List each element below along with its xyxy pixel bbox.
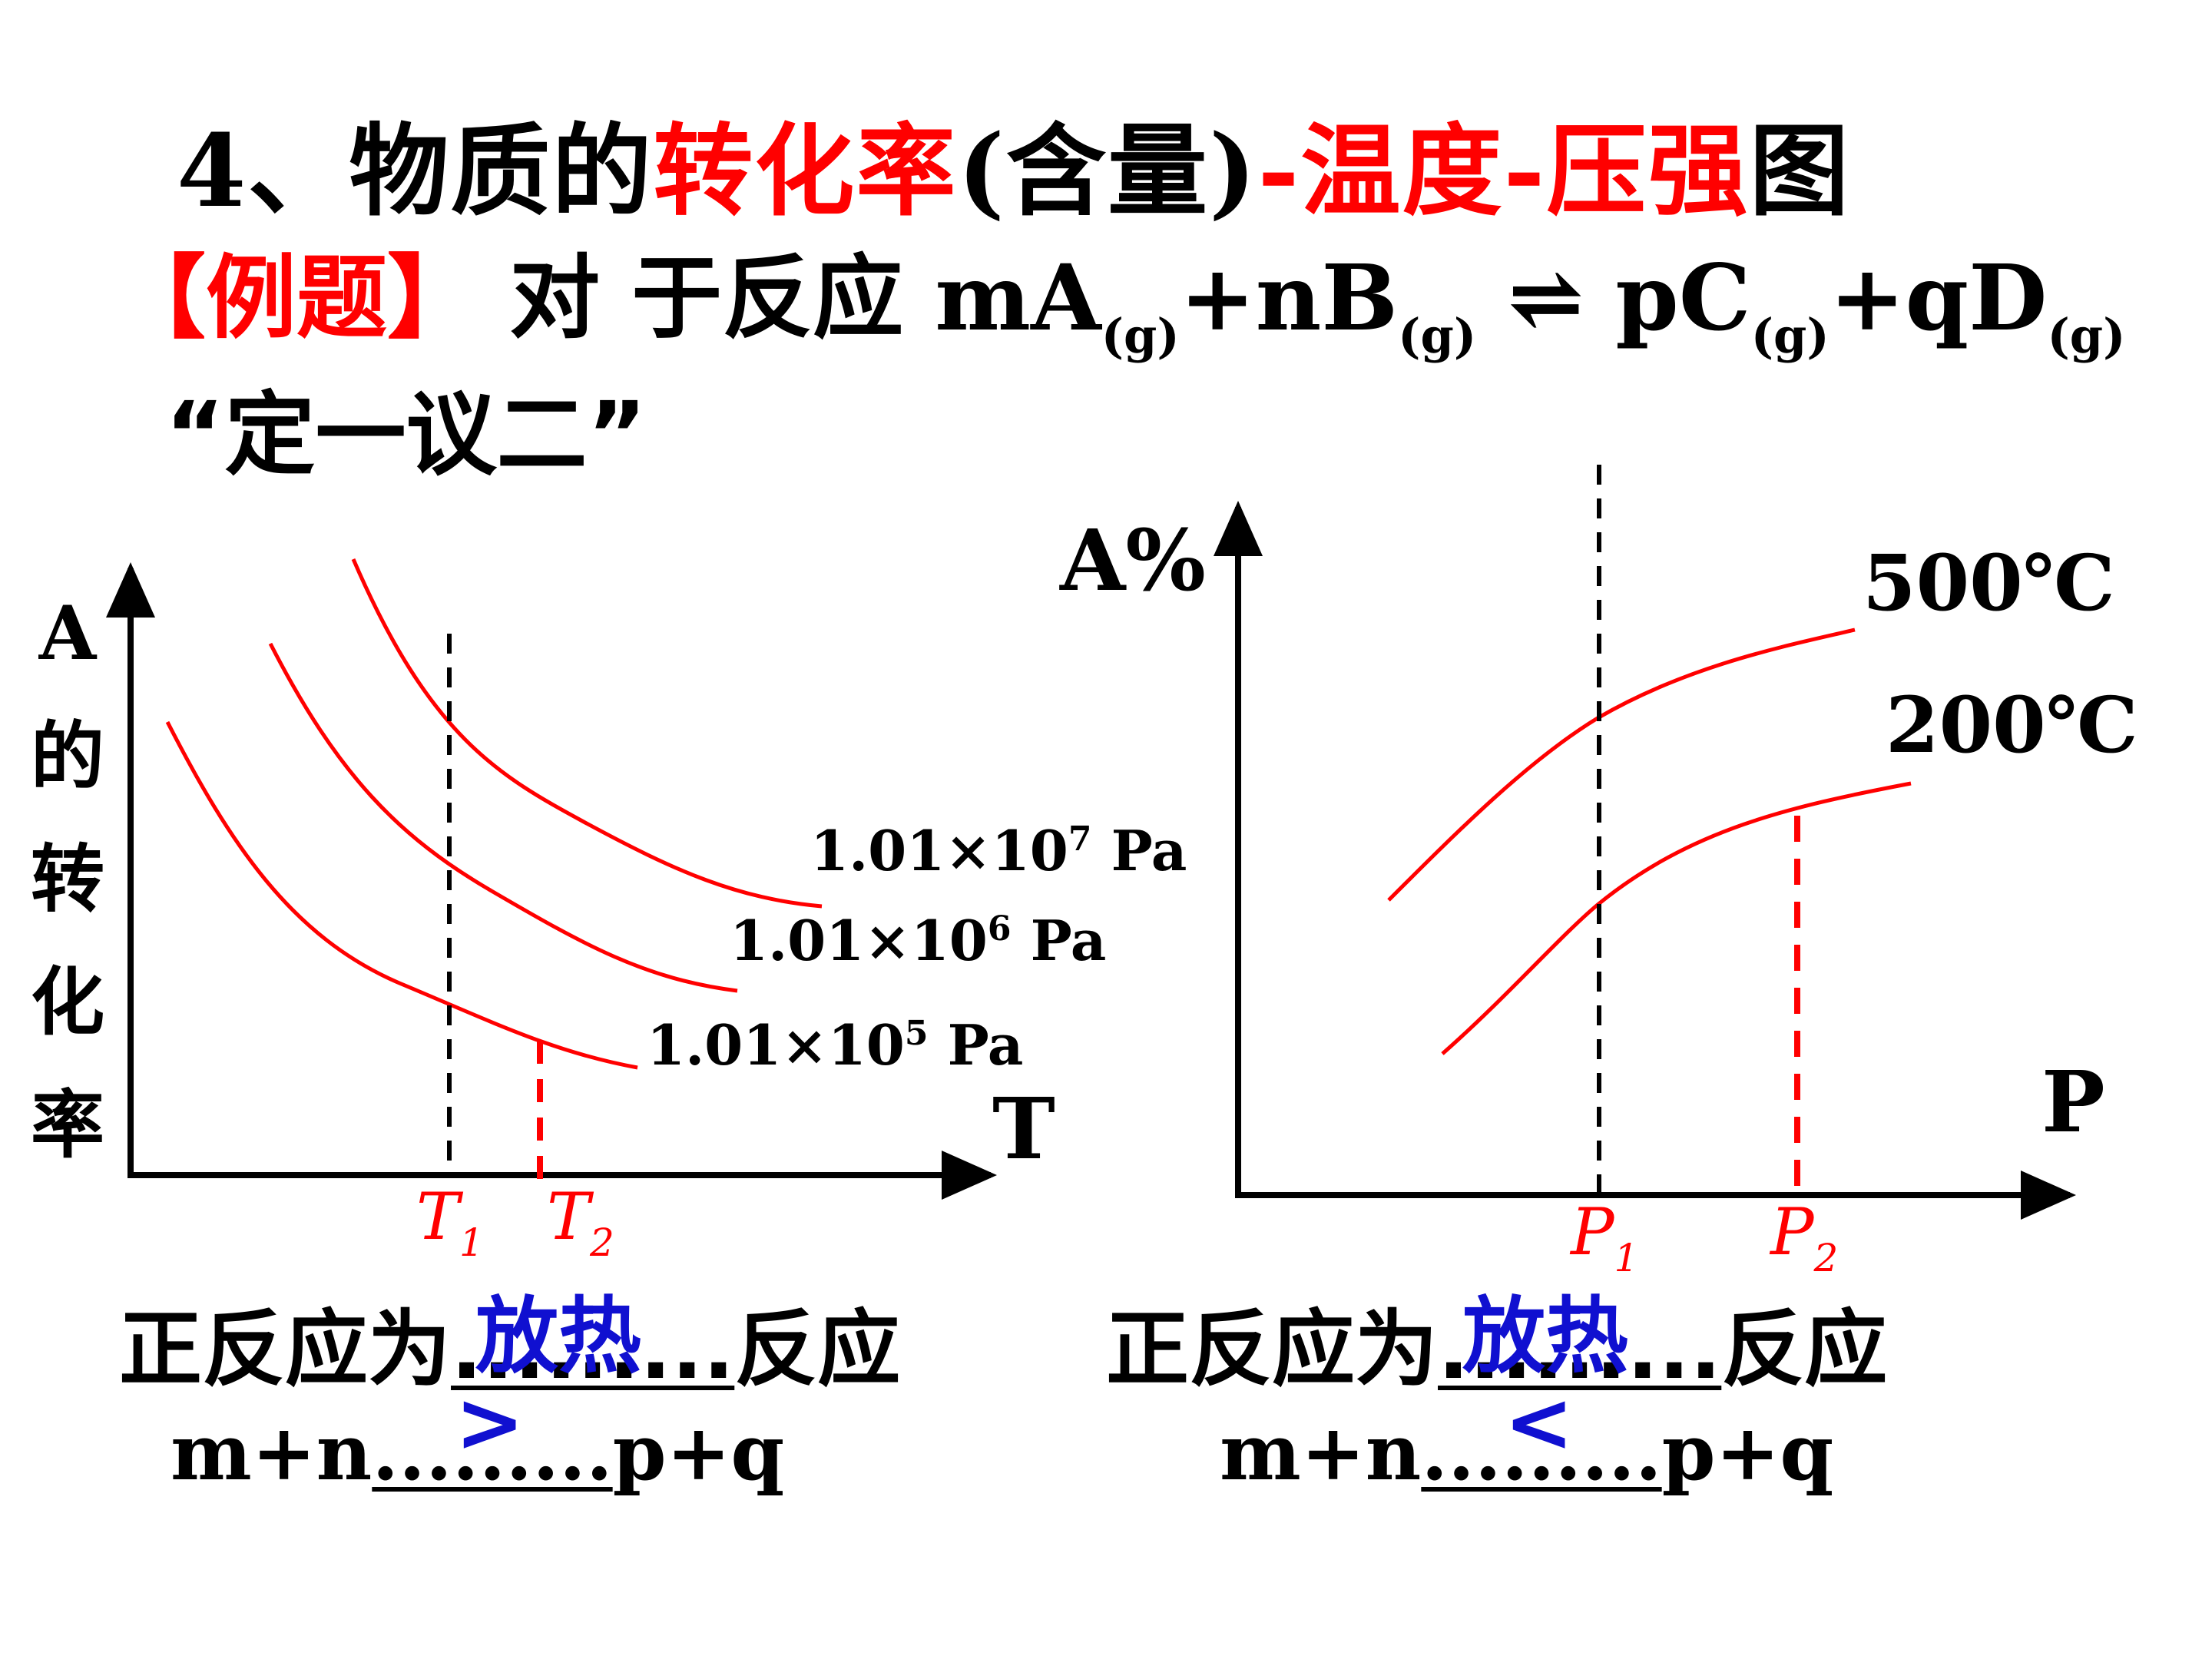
ylabel-char: 化 [31, 959, 104, 1045]
left-y-axis-label: A 的 转 化 率 [22, 572, 114, 1187]
relation-dots: ......... [372, 1407, 613, 1498]
relation-suffix: p+q [612, 1407, 785, 1498]
title-temperature: -温度- [1257, 112, 1547, 230]
equilibrium-arrow: ⇌ [1508, 244, 1584, 351]
left-answer-relation: m+n......... > p+q [171, 1375, 785, 1498]
method-quote: “定一议二” [165, 382, 647, 488]
example-tag: 【例题】 [115, 245, 478, 351]
right-y-axis-label: A% [1060, 511, 1206, 610]
product-c-phase: (g) [1750, 308, 1830, 364]
right-answer-relation: m+n......... < p+q [1220, 1375, 1834, 1498]
left-x-axis-label: T [992, 1079, 1055, 1178]
ylabel-char: A [38, 590, 97, 677]
tick-p1: P1 [1571, 1194, 1638, 1280]
answer-blank: ......... 放热 [1438, 1289, 1722, 1398]
answer-fill: 放热 [1462, 1289, 1629, 1385]
pressure-mantissa: 1.01×10 [730, 908, 988, 973]
tick-sub: 2 [1813, 1236, 1839, 1280]
relation-dots: ......... [1421, 1407, 1662, 1498]
ylabel-char: 率 [31, 1082, 104, 1168]
curve-1e6-pa [268, 642, 738, 993]
pressure-label-1e6: 1.01×106 Pa [730, 908, 1106, 973]
answer-dots: ......... [451, 1302, 735, 1398]
pressure-label-1e5: 1.01×105 Pa [647, 1012, 1023, 1078]
right-x-axis-label: P [2041, 1052, 2105, 1151]
product-c: pC [1615, 244, 1751, 351]
ylabel-char: 转 [31, 836, 104, 922]
pressure-unit: Pa [1091, 818, 1187, 883]
right-answer-heat: 正反应为......... 放热 反应 [1106, 1283, 1887, 1402]
relation-blank: ......... > [372, 1375, 613, 1498]
relation-suffix: p+q [1661, 1407, 1834, 1498]
tick-sub: 1 [459, 1220, 484, 1265]
page-title: 4、物质的转化率(含量)-温度-压强图 [177, 91, 1850, 235]
pressure-label-1e7: 1.01×107 Pa [810, 818, 1187, 883]
product-d: +qD [1829, 244, 2048, 351]
answer-prefix: 正反应为 [119, 1302, 452, 1398]
example-line: 【例题】 对 于反应 mA(g)+nB(g) ⇌ pC(g)+qD(g) [115, 224, 2125, 364]
title-content: (含量) [957, 112, 1258, 230]
pressure-exponent: 5 [904, 1014, 929, 1053]
pressure-exponent: 6 [987, 909, 1012, 949]
relation-prefix: m+n [1220, 1407, 1422, 1498]
tick-main: T [416, 1179, 460, 1254]
reactant-b: +nB [1179, 244, 1399, 351]
example-lead: 对 于反应 [509, 245, 904, 351]
temp-label-500c: 500℃ [1863, 538, 2115, 628]
tick-sub: 1 [1614, 1236, 1639, 1280]
relation-fill: > [455, 1375, 525, 1471]
curve-1e5-pa [165, 720, 638, 1070]
tick-main: P [1571, 1194, 1614, 1270]
reactant-b-phase: (g) [1398, 308, 1477, 364]
title-suffix: 图 [1749, 112, 1851, 230]
answer-dots: ......... [1438, 1302, 1722, 1398]
temp-label-200c: 200℃ [1886, 680, 2138, 770]
answer-fill: 放热 [475, 1289, 642, 1385]
left-answer-heat: 正反应为......... 放热 反应 [119, 1283, 900, 1402]
pressure-mantissa: 1.01×10 [647, 1012, 905, 1078]
relation-blank: ......... < [1421, 1375, 1662, 1498]
answer-suffix: 反应 [1721, 1302, 1888, 1398]
pressure-unit: Pa [1011, 908, 1107, 973]
tick-t2: T2 [547, 1179, 614, 1265]
tick-p2: P2 [1770, 1194, 1838, 1280]
pressure-mantissa: 1.01×10 [810, 818, 1068, 883]
relation-fill: < [1504, 1375, 1574, 1471]
answer-suffix: 反应 [734, 1302, 901, 1398]
tick-sub: 2 [590, 1220, 614, 1265]
reactant-a: mA [935, 244, 1101, 351]
relation-prefix: m+n [171, 1407, 373, 1498]
tick-t1: T1 [416, 1179, 484, 1265]
pressure-exponent: 7 [1068, 820, 1092, 859]
curve-200c [1441, 781, 1912, 1055]
title-pressure: 压强 [1546, 112, 1750, 230]
curve-500c [1387, 628, 1856, 902]
title-conversion: 转化率 [653, 112, 958, 230]
curve-1e7-pa [351, 558, 823, 909]
title-prefix: 4、物质的 [177, 112, 654, 230]
tick-main: P [1770, 1194, 1814, 1270]
reactant-a-phase: (g) [1101, 308, 1180, 364]
ylabel-char: 的 [31, 714, 104, 800]
pressure-unit: Pa [928, 1012, 1024, 1078]
answer-prefix: 正反应为 [1106, 1302, 1439, 1398]
answer-blank: ......... 放热 [451, 1289, 735, 1398]
product-d-phase: (g) [2047, 308, 2126, 364]
tick-main: T [547, 1179, 591, 1254]
